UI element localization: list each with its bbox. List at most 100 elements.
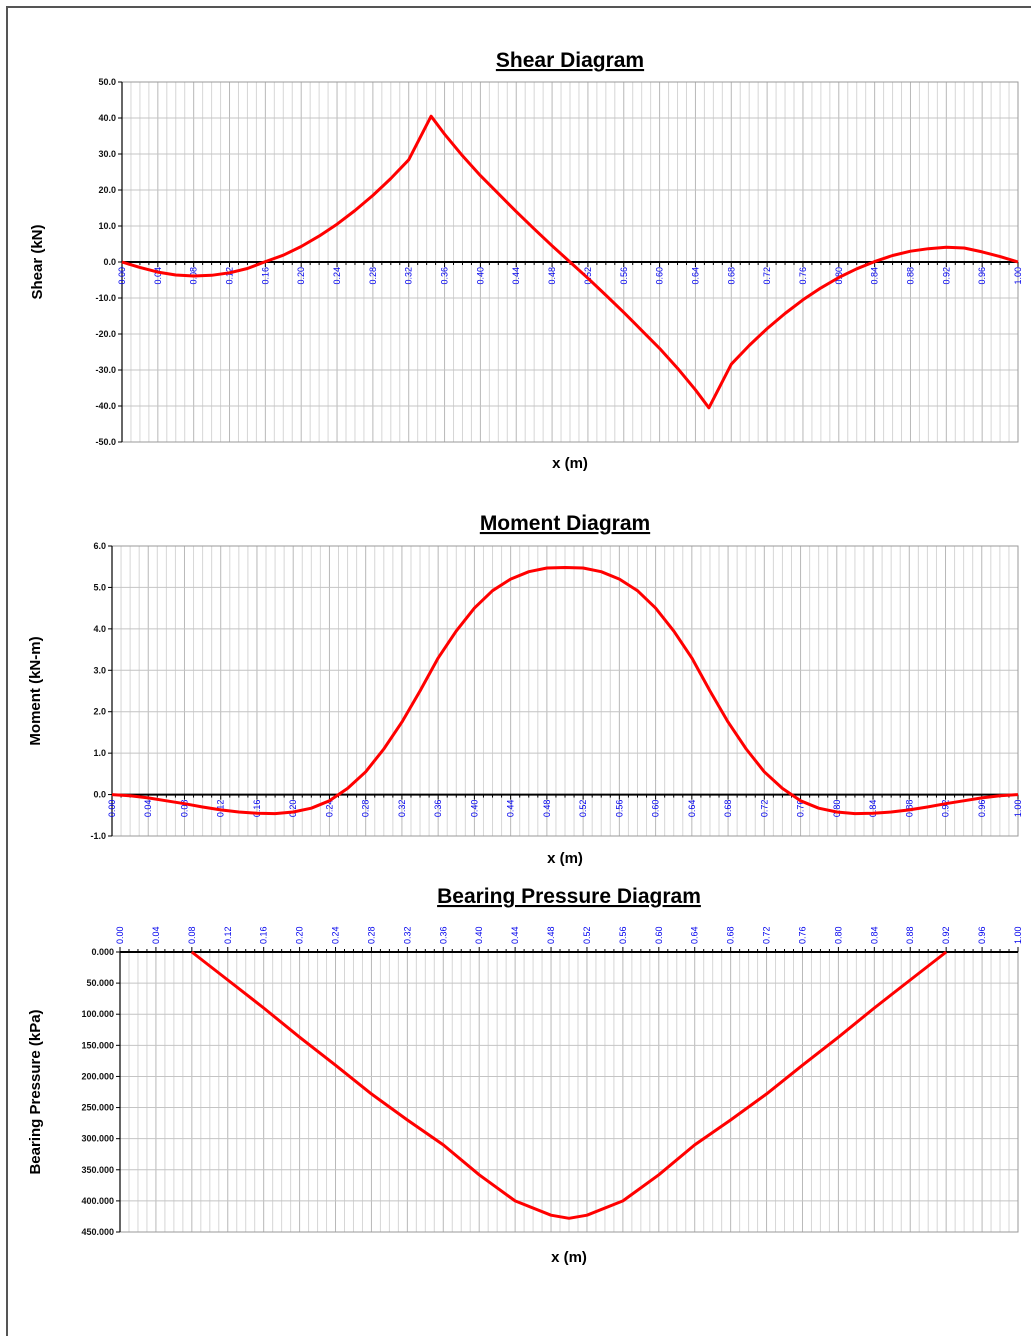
x-tick-label: 0.76 [797,926,807,944]
x-tick-label: 0.56 [618,926,628,944]
x-axis-label: x (m) [551,1249,587,1266]
y-tick-label: 0.0 [103,257,116,267]
x-tick-label: 0.04 [153,267,163,285]
x-tick-label: 0.68 [726,267,736,285]
x-tick-label: 0.40 [475,267,485,285]
x-tick-label: 0.40 [474,926,484,944]
x-tick-label: 0.72 [762,267,772,285]
grid [112,546,1018,836]
x-tick-label: 0.24 [332,267,342,285]
x-tick-label: 0.80 [832,800,842,818]
x-tick-label: 0.72 [759,800,769,818]
chart-title: Moment Diagram [480,512,650,535]
y-tick-label: -10.0 [95,293,116,303]
x-tick-label: 0.56 [614,800,624,818]
y-axis-label: Shear (kN) [29,224,46,299]
x-tick-label: 0.76 [798,267,808,285]
y-tick-label: 40.0 [98,113,116,123]
x-tick-label: 0.36 [438,926,448,944]
y-axis-label: Moment (kN-m) [27,636,44,745]
grid [120,952,1018,1232]
y-tick-label: 3.0 [93,665,106,675]
x-tick-label: 0.20 [295,926,305,944]
x-tick-label: 0.64 [690,267,700,285]
y-tick-label: 2.0 [93,707,106,717]
x-axis-label: x (m) [547,850,583,867]
y-tick-label: 300.000 [81,1134,114,1144]
x-tick-label: 0.92 [941,926,951,944]
y-tick-label: 200.000 [81,1071,114,1081]
chart-3: 0.000 50.000 100.000 150.000 200.000 250.000 3… [27,885,1023,1266]
x-tick-label: 0.08 [187,926,197,944]
y-tick-label: -30.0 [95,365,116,375]
y-tick-label: 400.000 [81,1196,114,1206]
x-tick-label: 0.28 [368,267,378,285]
x-tick-label: 0.44 [506,800,516,818]
x-tick-label: 0.20 [296,267,306,285]
x-tick-label: 0.16 [260,267,270,285]
y-tick-label: 20.0 [98,185,116,195]
x-tick-label: 0.20 [288,800,298,818]
y-tick-label: 5.0 [93,582,106,592]
y-tick-label: 4.0 [93,624,106,634]
x-tick-label: 0.88 [905,926,915,944]
x-tick-label: 1.00 [1013,926,1023,944]
chart-title: Bearing Pressure Diagram [437,885,701,908]
x-tick-label: 0.84 [870,267,880,285]
x-tick-label: 1.00 [1013,267,1023,285]
x-tick-label: 0.32 [402,926,412,944]
x-tick-label: 0.88 [905,267,915,285]
x-tick-label: 0.36 [433,800,443,818]
y-tick-label: 450.000 [81,1227,114,1237]
y-tick-label: -1.0 [90,831,106,841]
x-tick-label: 0.60 [654,926,664,944]
x-tick-label: 0.68 [726,926,736,944]
y-tick-label: 250.000 [81,1103,114,1113]
x-tick-label: 0.44 [511,267,521,285]
x-tick-label: 0.12 [223,926,233,944]
x-tick-label: 0.60 [651,800,661,818]
y-tick-label: -20.0 [95,329,116,339]
y-tick-label: 30.0 [98,149,116,159]
x-tick-label: 0.32 [404,267,414,285]
x-tick-label: 0.28 [361,800,371,818]
y-axis-label: Bearing Pressure (kPa) [27,1009,44,1174]
x-tick-label: 0.36 [440,267,450,285]
y-tick-label: 0.0 [93,790,106,800]
x-tick-label: 0.68 [723,800,733,818]
y-tick-label: 6.0 [93,541,106,551]
y-tick-label: 150.000 [81,1040,114,1050]
x-tick-label: 0.96 [977,800,987,818]
x-tick-label: 0.04 [151,926,161,944]
x-tick-label: 1.00 [1013,800,1023,818]
x-tick-label: 0.60 [655,267,665,285]
x-tick-label: 0.96 [977,926,987,944]
x-tick-label: 0.00 [115,926,125,944]
y-tick-label: 10.0 [98,221,116,231]
x-tick-label: 0.00 [117,267,127,285]
x-tick-label: 0.48 [547,267,557,285]
y-tick-label: 50.000 [86,978,114,988]
x-axis-label: x (m) [552,455,588,472]
y-tick-label: -50.0 [95,437,116,447]
y-tick-label: 350.000 [81,1165,114,1175]
x-tick-label: 0.52 [578,800,588,818]
y-tick-label: 50.0 [98,77,116,87]
y-tick-label: 100.000 [81,1009,114,1019]
y-tick-label: 0.000 [91,947,114,957]
x-tick-label: 0.92 [941,267,951,285]
y-tick-label: 1.0 [93,748,106,758]
x-tick-label: 0.04 [143,800,153,818]
x-tick-label: 0.44 [510,926,520,944]
x-tick-label: 0.28 [366,926,376,944]
x-tick-label: 0.00 [107,800,117,818]
chart-1: 50.0 40.0 30.0 20.0 10.0 0.0 -10.0 -20.0 -30.0 -4… [29,49,1023,472]
x-tick-label: 0.16 [259,926,269,944]
x-tick-label: 0.84 [869,926,879,944]
x-tick-label: 0.40 [469,800,479,818]
y-tick-label: -40.0 [95,401,116,411]
x-tick-label: 0.32 [397,800,407,818]
x-tick-label: 0.12 [225,267,235,285]
x-tick-label: 0.64 [687,800,697,818]
